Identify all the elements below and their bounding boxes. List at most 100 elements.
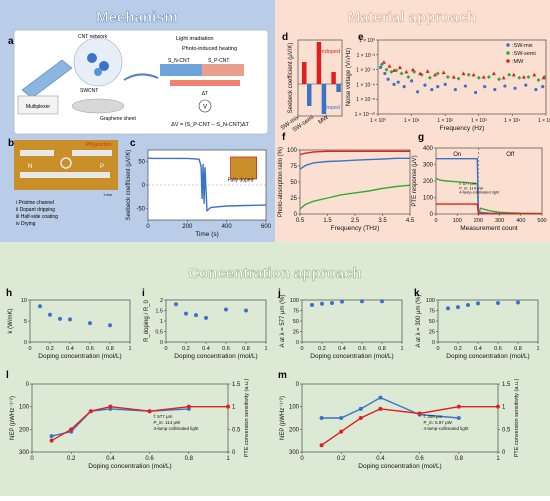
multiplexer-box xyxy=(17,95,59,115)
s-n-label: S_N-CNT xyxy=(168,58,190,64)
point-i xyxy=(204,315,208,320)
power-annotation: P_in: 114 μW xyxy=(459,185,483,190)
point-sw-mix xyxy=(423,83,427,87)
x-tick-label: 1 × 10³ xyxy=(471,118,487,124)
point-pte-m xyxy=(378,406,383,411)
point-sw-mix xyxy=(483,85,487,89)
x-tick-label: 3.5 xyxy=(378,218,387,224)
point-sw-semi xyxy=(486,75,491,79)
y-tick-label: 100 xyxy=(19,405,30,411)
x-tick-label: 4.5 xyxy=(406,218,415,224)
point-h xyxy=(68,317,72,322)
point-sw-mix xyxy=(524,83,528,87)
point-sw-mix xyxy=(493,87,497,92)
on-annotation: On xyxy=(453,152,461,158)
point-sw-semi xyxy=(435,71,440,76)
point-sw-mix xyxy=(392,82,396,86)
x-axis-label: Doping concentration (mol/L) xyxy=(358,463,441,470)
x-axis-label: Doping concentration (mol/L) xyxy=(88,463,171,470)
n-cnt-region xyxy=(160,64,202,76)
pn-junction-marker xyxy=(60,157,72,169)
point-pte-m xyxy=(496,404,500,409)
x-tick-label: 0.6 xyxy=(145,456,154,462)
point-pte-m xyxy=(417,411,422,416)
x-tick-label: 1 × 10¹ xyxy=(404,118,420,124)
x-axis-label: Frequency (THz) xyxy=(331,225,380,232)
point-mw xyxy=(410,67,415,72)
point-sw-semi xyxy=(456,76,461,81)
delta-t-bar xyxy=(170,80,240,86)
x-tick-label: 0.4 xyxy=(66,346,74,352)
point-sw-semi xyxy=(517,75,522,80)
multiplexer-label: Multiplexer xyxy=(26,104,51,110)
y-tick-label: 5 xyxy=(24,319,27,325)
point-mw xyxy=(501,75,506,80)
point-sw-mix xyxy=(383,71,387,76)
x-tick-label: 0.4 xyxy=(106,456,115,462)
y-tick-label: 0 xyxy=(142,183,146,189)
y-tick-label: 300 xyxy=(19,450,30,456)
y-tick-label: 1.5 xyxy=(155,309,163,315)
point-i xyxy=(224,307,228,312)
y-tick-label: 1 xyxy=(160,319,163,325)
x-axis-label: Doping concentration (mol/L) xyxy=(310,353,393,360)
light-annotation: 4-lamp-collimated light xyxy=(154,426,200,431)
x-tick-label: 0 xyxy=(146,224,150,230)
point-k xyxy=(446,306,450,311)
y-tick-label: 100 xyxy=(426,298,435,304)
x-tick-label: 0 xyxy=(164,346,167,352)
y-axis-label: NEP (pWHz⁻¹ᐟ²) xyxy=(9,396,16,440)
y-tick-label: 1 × 10⁻² xyxy=(357,53,376,59)
point-mw xyxy=(397,65,402,69)
x-tick-label: 1 xyxy=(128,346,131,352)
x-axis-label: Measurement count xyxy=(460,225,518,232)
p-label: P xyxy=(100,164,104,170)
delta-t-label: ΔT xyxy=(202,91,208,97)
y-tick-label: 200 xyxy=(423,179,434,185)
film-device xyxy=(21,59,73,99)
x-tick-label: 0 xyxy=(436,346,439,352)
y-tick-label: 300 xyxy=(289,450,300,456)
x-tick-label: 2.5 xyxy=(351,218,360,224)
point-mw xyxy=(433,72,438,77)
point-i xyxy=(174,302,178,307)
x-tick-label: 200 xyxy=(182,224,193,230)
point-sw-semi xyxy=(536,77,541,82)
plot-frame xyxy=(31,383,229,453)
x-tick-label: 1 × 10⁰ xyxy=(370,118,386,124)
point-sw-semi xyxy=(466,72,471,77)
seebeck-time-line xyxy=(147,157,267,213)
point-mw xyxy=(461,71,466,76)
panel-m-letter: m xyxy=(278,370,287,381)
point-k xyxy=(466,303,470,308)
point-sw-mix xyxy=(430,87,434,92)
point-nep-m xyxy=(378,395,383,400)
point-sw-mix xyxy=(402,85,406,89)
y-axis-label: R_doping / R_0 xyxy=(144,299,150,341)
point-mw xyxy=(471,72,476,77)
x-tick-label: 0.8 xyxy=(455,456,464,462)
point-mw xyxy=(381,60,386,64)
category-label: MW xyxy=(318,115,330,126)
point-sw-semi xyxy=(384,67,389,72)
mechanism-header: Mechanism xyxy=(96,9,178,26)
panel-a-letter: a xyxy=(8,36,14,47)
x-tick-label: 300 xyxy=(495,218,504,224)
y2-tick-label: 1.5 xyxy=(232,382,241,388)
y-tick-label: 75 xyxy=(293,309,299,315)
point-sw-mix xyxy=(453,87,457,92)
legend-marker xyxy=(506,51,510,55)
y-tick-label: 50 xyxy=(429,319,435,325)
material-header: Material approach xyxy=(348,9,476,26)
cnt-node-icon xyxy=(94,68,102,76)
panel-i-letter: i xyxy=(142,288,145,299)
panel-g-letter: g xyxy=(418,132,424,143)
panel-j-letter: j xyxy=(277,288,281,299)
pte-line-mw xyxy=(436,203,542,215)
y-tick-label: 300 xyxy=(423,163,434,169)
y-tick-label: 1 × 10⁰ xyxy=(359,38,375,44)
y-tick-label: 75 xyxy=(290,164,297,170)
concentration-header: Concentration approach xyxy=(188,265,361,282)
cnt-node-icon xyxy=(99,61,109,71)
x-tick-label: 0.4 xyxy=(474,346,482,352)
